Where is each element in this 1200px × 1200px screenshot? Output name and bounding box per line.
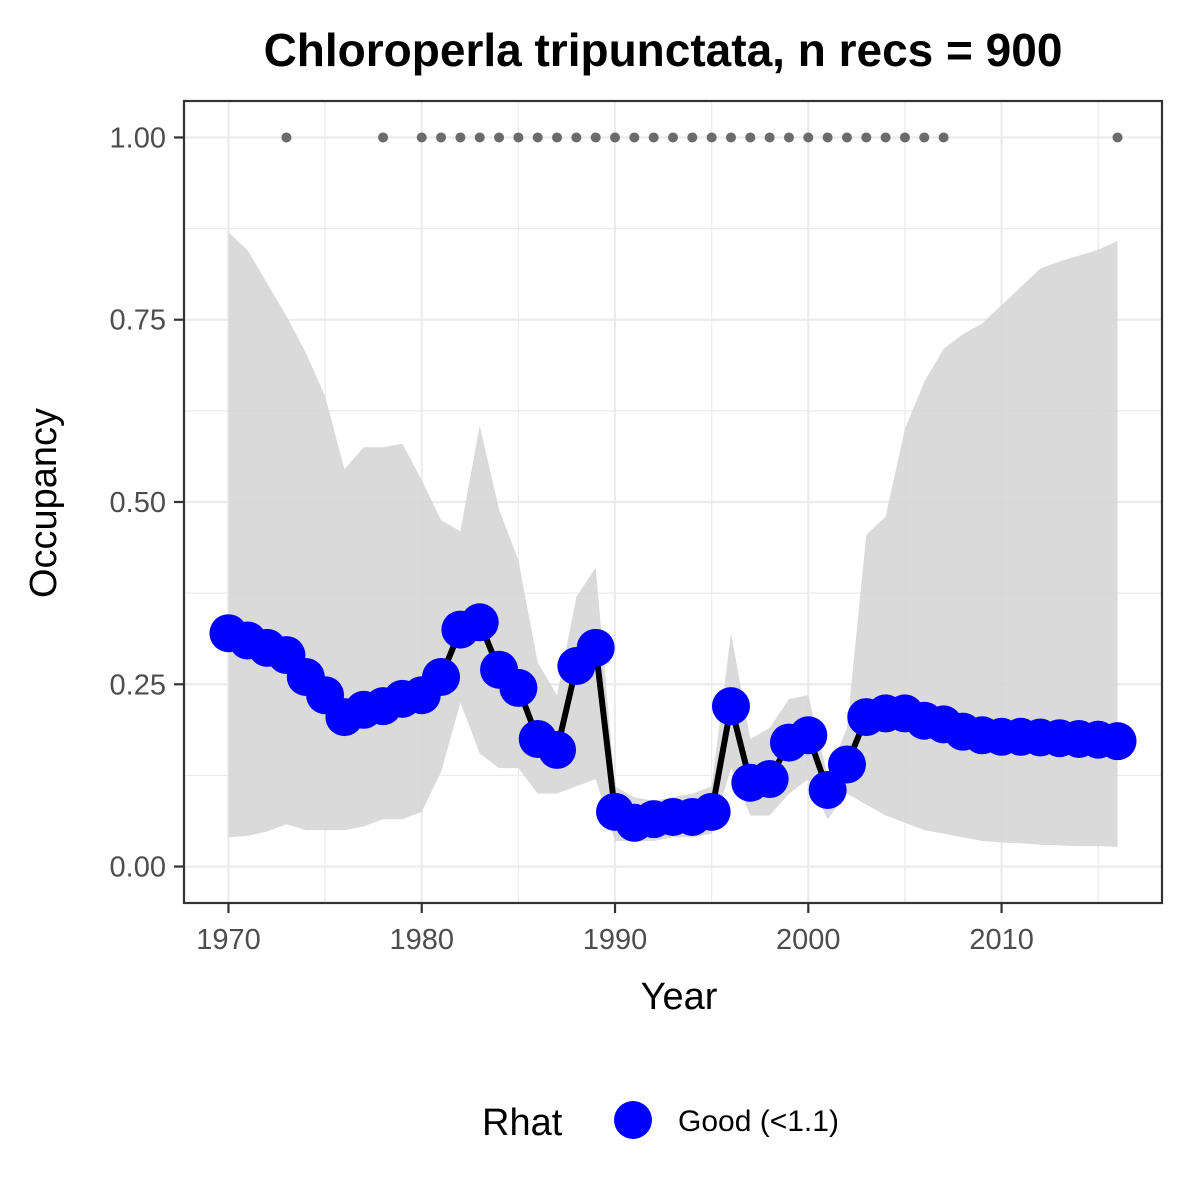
- record-point: [513, 132, 524, 143]
- x-tick-label: 2010: [969, 924, 1034, 956]
- record-point: [783, 132, 794, 143]
- occupancy-point: [576, 628, 615, 667]
- legend: Rhat Good (<1.1): [482, 1101, 839, 1144]
- legend-label-good: Good (<1.1): [678, 1105, 839, 1138]
- plot-panel: [182, 99, 1164, 905]
- record-point: [919, 132, 930, 143]
- occupancy-point: [422, 657, 461, 696]
- chart-title: Chloroperla tripunctata, n recs = 900: [264, 24, 1063, 76]
- y-tick-label: 0.00: [110, 852, 166, 884]
- occupancy-point: [827, 745, 866, 784]
- record-point: [571, 132, 582, 143]
- occupancy-point: [499, 668, 538, 707]
- occupancy-point: [692, 792, 731, 831]
- legend-key-good: [614, 1101, 652, 1139]
- record-point: [745, 132, 756, 143]
- x-axis-title: Year: [641, 976, 718, 1018]
- occupancy-point: [1098, 722, 1137, 761]
- record-point: [938, 132, 949, 143]
- x-tick-label: 1980: [389, 924, 454, 956]
- record-point: [822, 132, 833, 143]
- y-tick-label: 0.25: [110, 669, 166, 701]
- record-point: [455, 132, 466, 143]
- record-point: [764, 132, 775, 143]
- record-point: [668, 132, 678, 143]
- occupancy-point: [711, 687, 750, 726]
- record-point: [629, 132, 640, 143]
- record-point: [416, 132, 427, 143]
- x-tick-label: 2000: [776, 924, 841, 956]
- y-tick-label: 0.75: [110, 305, 166, 337]
- record-points: [281, 132, 1123, 143]
- record-point: [436, 132, 447, 143]
- record-point: [610, 132, 621, 143]
- record-point: [494, 132, 505, 143]
- y-axis-title: Occupancy: [23, 408, 65, 598]
- x-tick-label: 1970: [196, 924, 261, 956]
- record-point: [474, 132, 485, 143]
- occupancy-point: [460, 603, 499, 642]
- record-point: [841, 132, 852, 143]
- record-point: [899, 132, 910, 143]
- record-point: [861, 132, 872, 143]
- record-point: [687, 132, 698, 143]
- occupancy-point: [750, 760, 789, 799]
- record-point: [590, 132, 601, 143]
- record-point: [706, 132, 717, 143]
- x-tick-label: 1990: [583, 924, 648, 956]
- record-point: [532, 132, 543, 143]
- y-tick-label: 1.00: [110, 122, 166, 154]
- record-point: [552, 132, 563, 143]
- x-axis: 1970 1980 1990 2000 2010: [196, 903, 1034, 956]
- record-point: [648, 132, 659, 143]
- record-point: [803, 132, 814, 143]
- legend-title: Rhat: [482, 1102, 563, 1144]
- y-tick-label: 0.50: [110, 487, 166, 519]
- y-axis: 0.00 0.25 0.50 0.75 1.00: [110, 122, 184, 884]
- record-point: [281, 132, 292, 143]
- occupancy-point: [789, 716, 828, 755]
- occupancy-point: [538, 730, 577, 769]
- record-point: [378, 132, 389, 143]
- record-point: [880, 132, 891, 143]
- record-point: [725, 132, 736, 143]
- record-point: [1112, 132, 1123, 143]
- occupancy-points: [209, 603, 1137, 842]
